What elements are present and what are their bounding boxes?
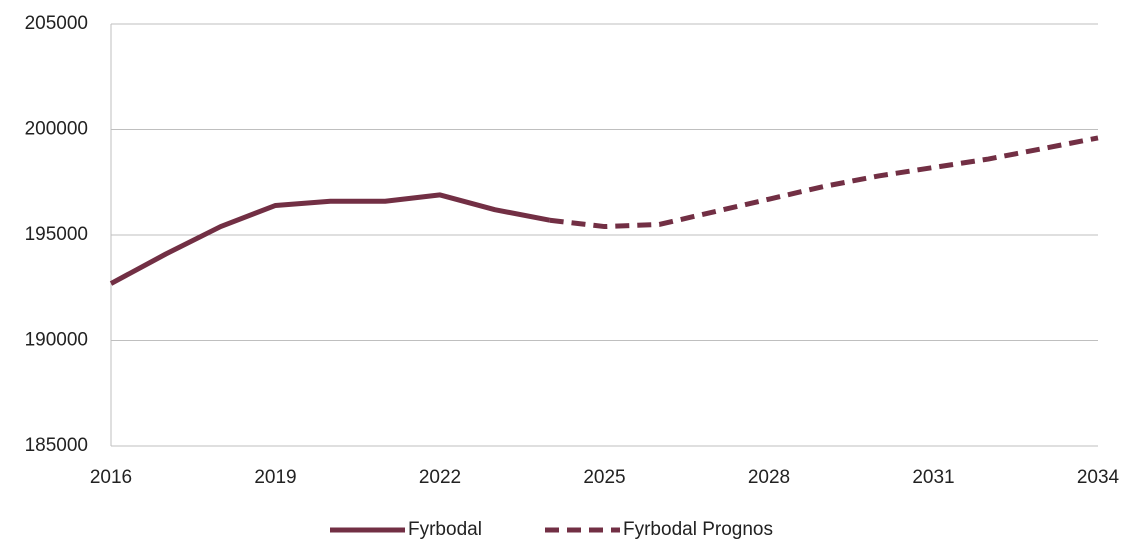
x-tick-label: 2022 <box>419 467 461 488</box>
y-tick-label: 205000 <box>25 13 88 34</box>
x-tick-label: 2016 <box>90 467 132 488</box>
y-tick-label: 200000 <box>25 119 88 140</box>
y-tick-label: 185000 <box>25 435 88 456</box>
y-tick-label: 190000 <box>25 330 88 351</box>
x-tick-label: 2031 <box>912 467 954 488</box>
line-series <box>109 192 551 286</box>
x-tick-label: 2028 <box>748 467 790 488</box>
line-series <box>549 135 1099 230</box>
x-tick-label: 2019 <box>254 467 296 488</box>
y-tick-label: 195000 <box>25 224 88 245</box>
legend-label: Fyrbodal Prognos <box>623 519 773 540</box>
legend-label: Fyrbodal <box>408 519 482 540</box>
x-tick-label: 2034 <box>1077 467 1120 488</box>
x-tick-label: 2025 <box>583 467 625 488</box>
